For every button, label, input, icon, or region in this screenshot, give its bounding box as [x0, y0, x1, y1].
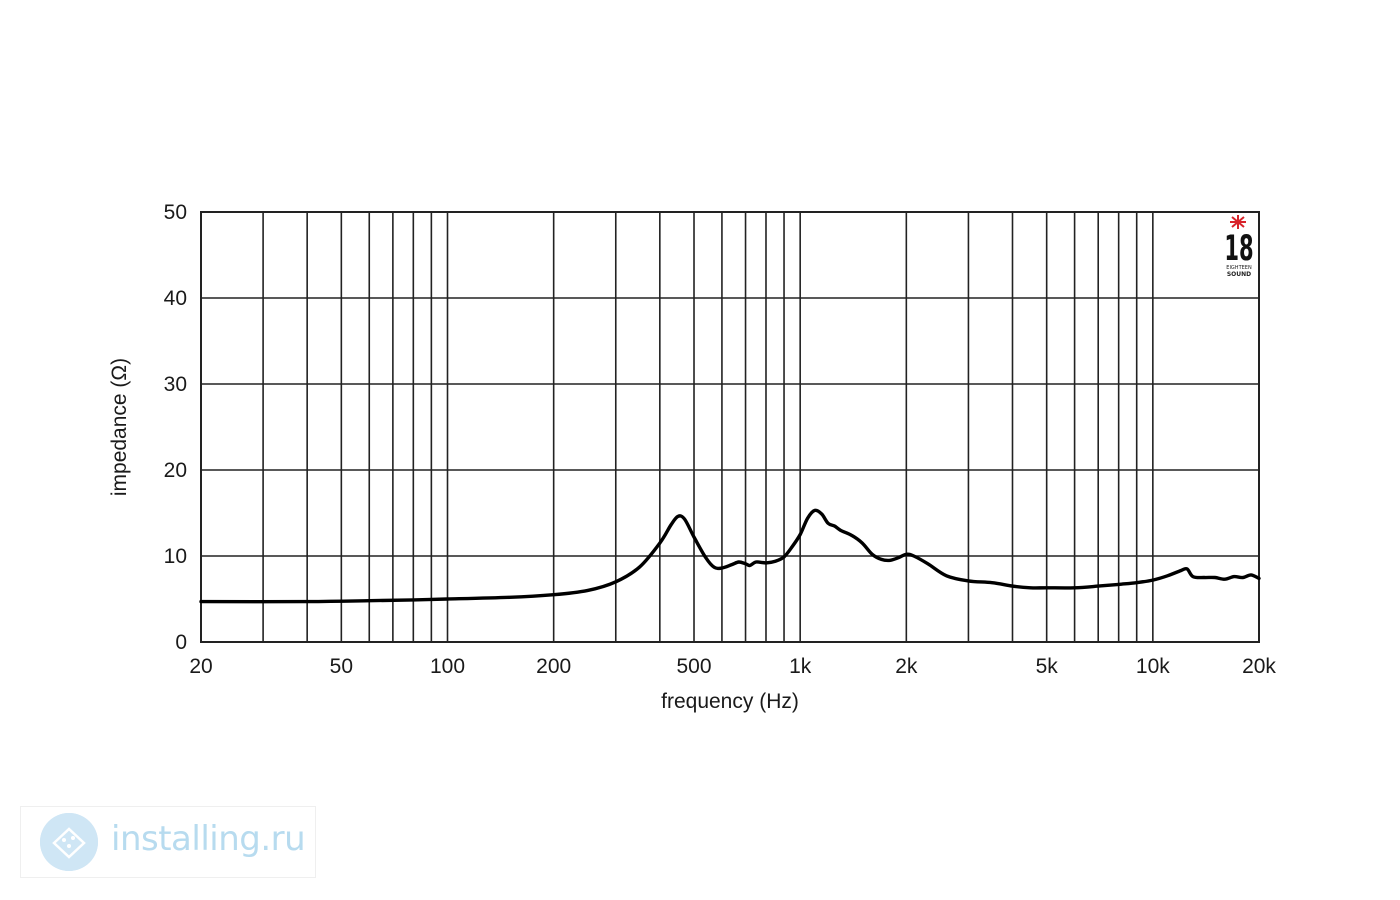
y-tick-label: 50 — [164, 201, 187, 224]
watermark: installing.ru — [20, 806, 316, 878]
x-tick-labels: 20 50 100 200 500 1k 2k 5k 10k 20k — [189, 655, 1276, 678]
x-gridlines — [200, 212, 1260, 642]
x-axis-title: frequency (Hz) — [661, 690, 799, 713]
y-tick-labels: 0 10 20 30 40 50 — [164, 201, 187, 654]
star-icon — [1230, 215, 1246, 229]
x-tick-label: 10k — [1136, 655, 1170, 678]
y-tick-label: 20 — [164, 459, 187, 482]
impedance-curve — [199, 508, 1261, 604]
x-tick-label: 200 — [536, 655, 571, 678]
x-tick-label: 50 — [330, 655, 353, 678]
y-tick-label: 0 — [175, 631, 187, 654]
y-tick-label: 10 — [164, 545, 187, 568]
logo-line-2: SOUND — [1227, 271, 1251, 278]
x-tick-label: 5k — [1036, 655, 1059, 678]
x-tick-label: 100 — [430, 655, 465, 678]
eighteen-sound-logo: 18 EIGHTEEN SOUND — [1224, 215, 1254, 278]
plot-frame — [200, 211, 1260, 643]
watermark-text: installing.ru — [111, 819, 306, 859]
watermark-logo-icon — [40, 813, 98, 871]
x-tick-label: 500 — [676, 655, 711, 678]
x-tick-label: 20k — [1242, 655, 1276, 678]
y-tick-label: 30 — [164, 373, 187, 396]
y-gridlines — [201, 211, 1259, 643]
logo-number: 18 — [1224, 228, 1253, 268]
x-tick-label: 20 — [189, 655, 212, 678]
y-axis-title: impedance (Ω) — [108, 358, 131, 496]
x-tick-label: 1k — [789, 655, 812, 678]
logo-line-1: EIGHTEEN — [1226, 265, 1252, 271]
y-tick-label: 40 — [164, 287, 187, 310]
x-tick-label: 2k — [895, 655, 918, 678]
